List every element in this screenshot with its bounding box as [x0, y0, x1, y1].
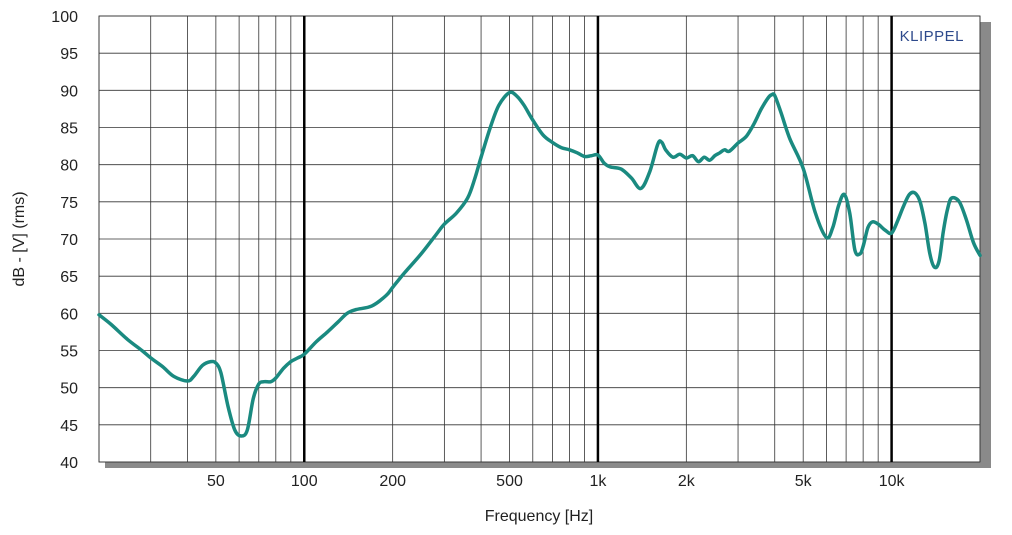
x-tick-label: 2k	[678, 473, 696, 490]
y-tick-label: 90	[60, 83, 78, 100]
x-tick-labels: 50 100 200 500 1k 2k 5k 10k	[207, 473, 906, 490]
y-tick-label: 100	[51, 9, 78, 26]
series-line	[97, 90, 982, 438]
x-tick-label: 100	[291, 473, 318, 490]
x-tick-label: 5k	[795, 473, 813, 490]
y-tick-label: 70	[60, 232, 78, 249]
y-tick-labels: 40 45 50 55 60 65 70 75 80 85 90 95 100	[51, 9, 78, 472]
y-tick-label: 45	[60, 418, 78, 435]
y-tick-label: 65	[60, 269, 78, 286]
x-tick-label: 500	[496, 473, 523, 490]
y-tick-label: 85	[60, 121, 78, 138]
x-axis-label: Frequency [Hz]	[485, 508, 593, 525]
y-tick-label: 55	[60, 344, 78, 361]
x-tick-label: 200	[379, 473, 406, 490]
x-tick-label: 10k	[879, 473, 906, 490]
grid	[98, 15, 981, 463]
x-tick-label: 1k	[589, 473, 607, 490]
y-tick-label: 40	[60, 455, 78, 472]
y-axis-label: dB - [V] (rms)	[11, 191, 28, 286]
y-tick-label: 50	[60, 381, 78, 398]
y-tick-label: 60	[60, 306, 78, 323]
brand-label: KLIPPEL	[900, 28, 964, 45]
y-tick-label: 95	[60, 46, 78, 63]
x-tick-label: 50	[207, 473, 225, 490]
y-tick-label: 75	[60, 195, 78, 212]
y-tick-label: 80	[60, 158, 78, 175]
